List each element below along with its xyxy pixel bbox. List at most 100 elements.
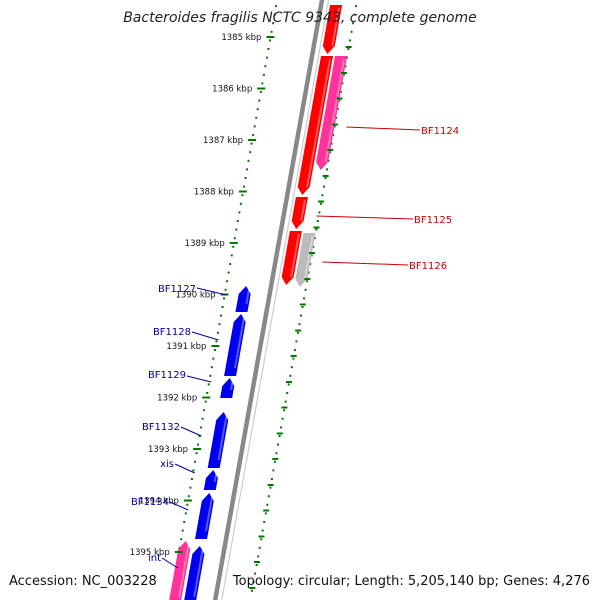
inner-tick-dot — [252, 134, 255, 136]
gene-label-leader — [316, 215, 414, 220]
outer-tick-dot — [290, 366, 293, 369]
outer-tick-dot — [304, 288, 307, 291]
outer-tick-dot — [307, 271, 310, 274]
outer-tick-dot — [352, 22, 355, 25]
gene-label: BF1124 — [421, 126, 459, 137]
ruler-tick-label: 1394 kbp — [139, 497, 179, 507]
inner-tick-dot — [186, 503, 189, 506]
gene-label: BF1132 — [142, 422, 180, 433]
outer-tick-dot — [295, 340, 298, 343]
gene-highlight — [290, 233, 300, 278]
inner-tick-dot — [216, 331, 219, 334]
outer-tick-dot — [280, 426, 283, 429]
gene-highlight — [230, 380, 234, 391]
inner-tick-dot — [213, 349, 216, 351]
outer-tick-dot — [263, 521, 266, 523]
reverse-gene-arrow — [184, 546, 205, 600]
outer-tick-dot — [336, 108, 339, 111]
ruler-tick-label: 1392 kbp — [157, 394, 197, 404]
gene-label: BF1126 — [409, 261, 447, 272]
forward-gene-arrow — [281, 231, 302, 285]
outer-tick-dot — [309, 263, 312, 265]
outer-tick-dot — [306, 280, 309, 283]
outer-tick-dot — [303, 297, 306, 300]
outer-tick-dot — [329, 151, 332, 154]
outer-tick-dot — [332, 134, 335, 136]
outer-tick-dot — [355, 5, 358, 7]
inner-tick-dot — [192, 469, 195, 472]
inner-tick-dot — [229, 263, 232, 265]
gene-label-leader — [174, 463, 196, 474]
outer-tick-dot — [269, 486, 272, 489]
outer-tick-dot — [322, 185, 325, 188]
inner-tick-dot — [189, 486, 192, 489]
reverse-gene-arrow — [235, 286, 251, 312]
inner-tick-dot — [233, 237, 236, 240]
inner-tick-dot — [220, 314, 223, 317]
ruler-tick-label: 1389 kbp — [185, 239, 225, 249]
inner-tick-dot — [184, 512, 187, 515]
outer-tick-dot — [289, 374, 292, 377]
inner-tick-dot — [183, 521, 186, 523]
outer-tick-dot — [258, 546, 261, 549]
inner-tick-dot — [207, 383, 210, 386]
inner-tick-dot — [235, 228, 238, 231]
inner-tick-dot — [268, 39, 271, 42]
inner-tick-dot — [244, 177, 247, 179]
forward-strand-layer — [281, 5, 348, 287]
gene-highlight — [324, 58, 345, 163]
outer-tick-dot — [310, 254, 313, 257]
inner-tick-dot — [180, 538, 183, 541]
outer-tick-dot — [348, 39, 351, 42]
inner-tick-dot — [242, 185, 245, 188]
forward-gene-arrow — [322, 5, 343, 54]
inner-tick-dot — [264, 65, 267, 68]
backbone-line — [212, 0, 325, 600]
ruler-tick-label: 1391 kbp — [166, 342, 206, 352]
inner-tick-dot — [215, 340, 218, 343]
inner-tick-dot — [273, 13, 276, 16]
inner-tick-dot — [267, 48, 270, 50]
gene-label-leader — [322, 261, 409, 266]
gene-label-leader — [186, 375, 212, 383]
inner-tick-dot — [212, 357, 215, 360]
gene-label: BF1127 — [158, 284, 196, 295]
outer-tick-dot — [264, 512, 267, 515]
ruler-tick-label: 1386 kbp — [212, 85, 252, 95]
accession-text: Accession: NC_003228 — [9, 574, 157, 589]
inner-tick-dot — [246, 168, 249, 171]
gene-label-leader — [169, 501, 189, 511]
forward-gene-arrow — [291, 197, 308, 229]
inner-tick-dot — [221, 306, 224, 308]
gene-label-leader — [180, 426, 202, 437]
outer-tick-dot — [277, 443, 280, 446]
outer-tick-dot — [319, 202, 322, 205]
inner-tick-dot — [230, 254, 233, 257]
outer-tick-dot — [318, 211, 321, 214]
outer-tick-dot — [267, 495, 270, 498]
outer-tick-dot — [301, 306, 304, 308]
outer-tick-dot — [345, 56, 348, 59]
ruler-tick-label: 1395 kbp — [130, 548, 170, 558]
outer-tick-dot — [272, 469, 275, 472]
inner-tick-dot — [253, 125, 256, 128]
outer-tick-dot — [298, 323, 301, 326]
inner-tick-dot — [232, 245, 235, 248]
ruler-tick-label: 1390 kbp — [176, 291, 216, 301]
outer-tick-dot — [335, 116, 338, 119]
inner-tick-dot — [210, 366, 213, 369]
outer-tick-dot — [330, 142, 333, 145]
gene-highlight — [234, 316, 246, 369]
inner-tick-dot — [223, 297, 226, 300]
inner-tick-dot — [195, 452, 198, 455]
gene-highlight — [306, 58, 331, 188]
outer-tick-dot — [353, 13, 356, 16]
reverse-strand-layer — [169, 286, 251, 600]
ruler-tick-label: 1385 kbp — [221, 33, 261, 43]
inner-tick-dot — [258, 99, 261, 102]
forward-gene-arrow — [297, 56, 334, 195]
outer-tick-dot — [286, 392, 289, 394]
gene-label: BF1128 — [153, 327, 191, 338]
inner-tick-dot — [200, 426, 203, 429]
genome-summary-text: Topology: circular; Length: 5,205,140 bp… — [232, 574, 590, 589]
